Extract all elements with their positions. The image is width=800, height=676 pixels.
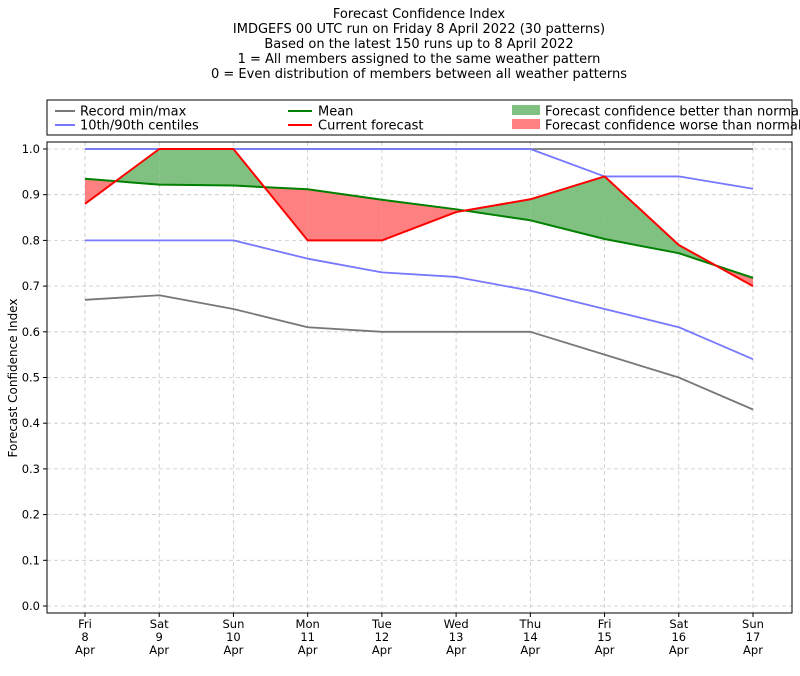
series-lines — [84, 148, 754, 411]
x-tick-label: Apr — [372, 643, 392, 657]
legend-label-mean: Mean — [318, 105, 353, 120]
y-tick-label: 0.5 — [22, 371, 40, 385]
x-tick-label: 11 — [300, 630, 315, 644]
legend: Record min/max 10th/90th centiles Mean C… — [46, 99, 800, 136]
x-tick-label: Apr — [595, 643, 615, 657]
legend-label-centiles: 10th/90th centiles — [80, 119, 199, 134]
x-tick-label: 15 — [597, 630, 612, 644]
y-tick-label: 0.7 — [22, 279, 40, 293]
x-tick-label: Mon — [296, 617, 320, 631]
x-tick-label: Apr — [520, 643, 540, 657]
grid — [47, 142, 792, 613]
fill-worse-than-normal — [381, 199, 457, 241]
legend-frame — [46, 99, 793, 136]
series-line-p10 — [85, 239, 754, 361]
legend-label-current: Current forecast — [318, 119, 424, 134]
x-tick-label: 17 — [746, 630, 761, 644]
series-line-record-min — [84, 294, 754, 411]
title-line-3: Based on the latest 150 runs up to 8 Apr… — [264, 37, 573, 52]
plot-area: 0.00.10.20.30.40.50.60.70.80.91.0 Fri8Ap… — [22, 141, 793, 657]
x-tick-label: Sat — [150, 617, 169, 631]
series-line-mean — [84, 177, 754, 279]
y-tick-label: 0.3 — [22, 462, 40, 476]
x-tick-label: Tue — [371, 617, 392, 631]
y-tick-label: 0.0 — [22, 599, 40, 613]
x-tick-label: 13 — [449, 630, 464, 644]
legend-swatch-better — [512, 105, 540, 115]
title-line-1: Forecast Confidence Index — [333, 7, 505, 22]
x-tick-label: Sun — [742, 617, 764, 631]
x-tick-label: Apr — [446, 643, 466, 657]
fill-better-than-normal — [604, 176, 679, 254]
title-line-4: 1 = All members assigned to the same wea… — [238, 52, 601, 67]
title-line-2: IMDGEFS 00 UTC run on Friday 8 April 202… — [233, 22, 605, 37]
legend-label-worse: Forecast confidence worse than normal — [545, 119, 800, 134]
fill-better-than-normal — [530, 176, 605, 240]
fill-better-than-normal — [159, 149, 234, 186]
x-tick-label: Sun — [222, 617, 244, 631]
x-tick-label: 10 — [226, 630, 241, 644]
x-tick-label: 14 — [523, 630, 538, 644]
x-axis-ticks: Fri8AprSat9AprSun10AprMon11AprTue12AprWe… — [75, 613, 764, 657]
y-tick-label: 0.1 — [22, 553, 40, 567]
x-tick-label: 16 — [671, 630, 686, 644]
fill-better-than-normal — [464, 199, 531, 221]
legend-label-record: Record min/max — [80, 105, 187, 120]
x-tick-label: Sat — [669, 617, 688, 631]
legend-swatch-worse — [512, 119, 540, 129]
y-tick-label: 0.6 — [22, 325, 40, 339]
y-tick-label: 0.8 — [22, 233, 40, 247]
x-tick-label: Apr — [669, 643, 689, 657]
y-tick-label: 0.2 — [22, 508, 40, 522]
series-line-current — [84, 148, 754, 287]
y-tick-label: 0.4 — [22, 416, 40, 430]
fill-worse-than-normal — [307, 189, 382, 241]
y-axis-label: Forecast Confidence Index — [6, 299, 20, 458]
x-tick-label: Apr — [743, 643, 763, 657]
y-axis-ticks: 0.0 0.1 0.2 0.3 0.4 0.5 0.6 0.7 0.8 0.9 1.0 — [22, 142, 47, 613]
x-tick-label: Apr — [75, 643, 95, 657]
y-tick-label: 0.9 — [22, 188, 40, 202]
x-tick-label: Fri — [598, 617, 612, 631]
x-tick-label: 9 — [156, 630, 163, 644]
x-tick-label: Apr — [149, 643, 169, 657]
chart-title: Forecast Confidence Index IMDGEFS 00 UTC… — [211, 7, 627, 82]
x-tick-label: 12 — [375, 630, 390, 644]
title-line-5: 0 = Even distribution of members between… — [211, 67, 627, 82]
confidence-fill-areas — [85, 149, 753, 287]
legend-label-better: Forecast confidence better than normal — [545, 105, 800, 120]
x-tick-label: Thu — [519, 617, 542, 631]
x-tick-label: Wed — [444, 617, 469, 631]
y-tick-label: 1.0 — [22, 142, 40, 156]
x-tick-label: Apr — [298, 643, 318, 657]
x-tick-label: Apr — [223, 643, 243, 657]
x-tick-label: Fri — [78, 617, 92, 631]
x-tick-label: 8 — [81, 630, 88, 644]
